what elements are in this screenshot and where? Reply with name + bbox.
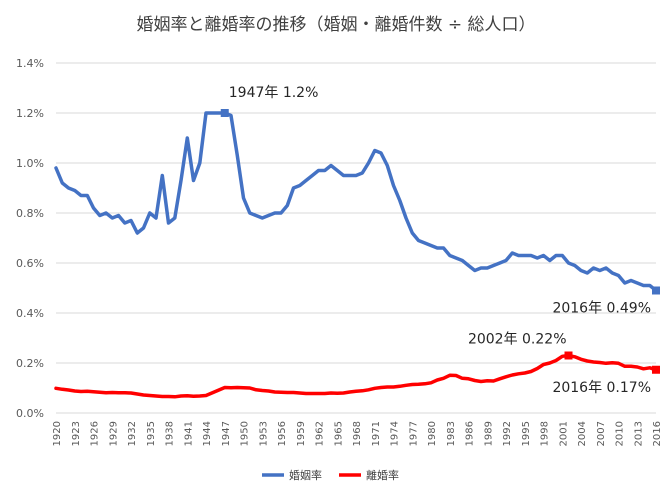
annotation-marker <box>652 286 660 295</box>
x-tick-label: 1956 <box>277 421 288 446</box>
x-tick-label: 1992 <box>502 421 513 446</box>
y-tick-label: 1.2% <box>16 107 44 120</box>
series-line-1 <box>54 353 658 399</box>
x-tick-label: 2013 <box>633 421 644 446</box>
annotation-label: 2002年 0.22% <box>468 332 567 348</box>
x-tick-label: 1932 <box>127 421 138 446</box>
x-tick-label: 2001 <box>558 421 569 446</box>
x-tick-label: 1944 <box>202 421 213 446</box>
y-axis-ticks: 0.0% 0.2% 0.4% 0.6% 0.8% 1.0% 1.2% 1.4% <box>16 57 44 420</box>
grid-lines <box>56 62 656 414</box>
x-tick-label: 1968 <box>352 421 363 446</box>
x-tick-label: 1923 <box>71 421 82 446</box>
x-tick-label: 1983 <box>446 421 457 446</box>
x-tick-label: 1965 <box>333 421 344 446</box>
x-tick-label: 1953 <box>258 421 269 446</box>
x-tick-label: 1950 <box>240 421 251 446</box>
x-tick-label: 1971 <box>371 421 382 446</box>
x-tick-label: 2010 <box>615 421 626 446</box>
x-tick-label: 1989 <box>483 421 494 446</box>
series-line-0 <box>54 111 658 293</box>
x-tick-label: 2016 <box>652 421 663 446</box>
y-tick-label: 0.8% <box>16 207 44 220</box>
x-tick-label: 1920 <box>52 421 63 446</box>
x-tick-label: 2004 <box>577 421 588 446</box>
annotation-marker <box>652 365 660 374</box>
annotation-marker <box>220 109 229 117</box>
legend: 婚姻率 離婚率 <box>262 468 399 482</box>
annotation-label: 2016年 0.17% <box>552 380 651 396</box>
x-tick-label: 1974 <box>390 421 401 446</box>
legend-label: 離婚率 <box>366 468 399 482</box>
x-tick-label: 1959 <box>296 421 307 446</box>
x-tick-label: 1926 <box>90 421 101 446</box>
annotations: 1947年 1.2% 2016年 0.49% 2002年 0.22% 2016年 0.… <box>220 85 660 396</box>
x-tick-label: 1962 <box>315 421 326 446</box>
annotation-label: 2016年 0.49% <box>552 301 651 317</box>
x-tick-label: 1935 <box>146 421 157 446</box>
legend-label: 婚姻率 <box>289 468 322 482</box>
series-lines <box>54 111 658 399</box>
x-tick-label: 1938 <box>165 421 176 446</box>
y-tick-label: 1.4% <box>16 57 44 70</box>
y-tick-label: 0.6% <box>16 257 44 270</box>
x-tick-label: 1986 <box>465 421 476 446</box>
chart-title: 婚姻率と離婚率の推移（婚姻・離婚件数 ÷ 総人口） <box>136 15 535 35</box>
x-tick-label: 1998 <box>540 421 551 446</box>
x-tick-label: 1980 <box>427 421 438 446</box>
x-tick-label: 1977 <box>408 421 419 446</box>
annotation-marker <box>564 351 573 360</box>
x-tick-label: 1995 <box>521 421 532 446</box>
x-tick-label: 1941 <box>183 421 194 446</box>
y-tick-label: 0.4% <box>16 307 44 320</box>
x-axis-ticks: 1920 1923 1926 1929 1932 1935 1938 1941 1944 1947… <box>52 421 663 446</box>
x-tick-label: 1947 <box>221 421 232 446</box>
y-tick-label: 0.2% <box>16 357 44 370</box>
x-tick-label: 1929 <box>108 421 119 446</box>
x-tick-label: 2007 <box>596 421 607 446</box>
y-tick-label: 0.0% <box>16 407 44 420</box>
annotation-label: 1947年 1.2% <box>229 85 319 101</box>
y-tick-label: 1.0% <box>16 157 44 170</box>
